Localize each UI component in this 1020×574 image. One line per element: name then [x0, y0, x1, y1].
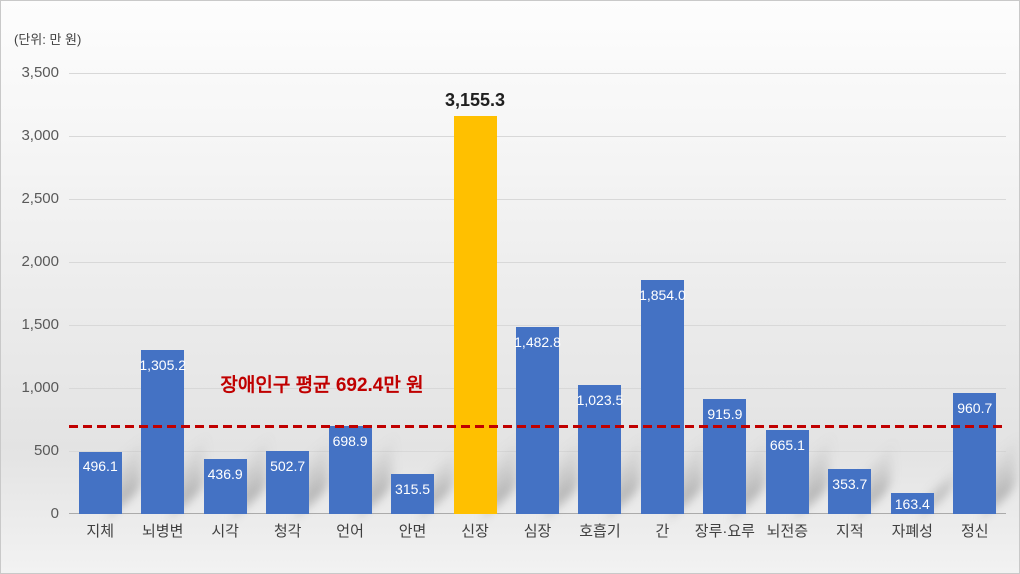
bar-value-label: 502.7: [270, 457, 306, 474]
bar-5: [391, 474, 435, 514]
x-axis-label: 청각: [273, 523, 302, 540]
y-axis-tick-label: 3,500: [21, 64, 59, 81]
bar-value-label: 353.7: [832, 476, 868, 493]
bar-value-label: 496.1: [82, 458, 118, 475]
x-axis-label: 자폐성: [891, 523, 933, 540]
gridline: [69, 324, 1006, 326]
bar-value-label: 315.5: [395, 481, 431, 498]
bar-14: [953, 392, 997, 514]
bar-value-label: 1,305.2: [139, 356, 187, 373]
y-axis-tick-label: 3,000: [21, 127, 59, 144]
x-axis-label: 신장: [461, 523, 489, 540]
average-line: [69, 425, 1006, 429]
x-axis-label: 장루·요루: [694, 523, 755, 540]
bar-value-label: 1,854.0: [639, 287, 686, 304]
x-axis-label: 뇌병변: [141, 523, 184, 540]
bar-value-label: 960.7: [957, 399, 993, 416]
bar-4: [328, 425, 372, 514]
y-axis-tick-label: 2,000: [21, 253, 59, 270]
bar-2: [203, 458, 247, 514]
x-axis-label: 뇌전증: [766, 523, 809, 540]
average-annotation: 장애인구 평균 692.4만 원: [220, 375, 424, 396]
y-axis-tick-label: 2,500: [21, 190, 59, 207]
y-axis-tick-label: 1,500: [21, 316, 59, 333]
x-axis-label: 간: [655, 523, 670, 540]
bar-value-label: 1,023.5: [576, 392, 624, 409]
gridline: [69, 198, 1006, 200]
x-axis-label: 심장: [523, 523, 552, 540]
y-axis-tick-label: 1,000: [21, 379, 59, 396]
x-axis-label: 정신: [960, 523, 989, 540]
bar-7: [516, 327, 559, 514]
bar-13: [890, 493, 934, 514]
unit-label: (단위: 만 원): [14, 32, 82, 47]
y-axis-tick-label: 0: [50, 505, 59, 522]
bar-value-label: 1,482.8: [514, 334, 561, 351]
x-axis-label: 호흡기: [579, 523, 621, 540]
bar-value-label: 698.9: [332, 432, 368, 449]
bar-1: [141, 349, 185, 514]
bar-10: [703, 398, 747, 514]
x-axis-label: 안면: [398, 523, 427, 540]
bar-value-label: 915.9: [707, 405, 743, 422]
bar-value-label: 163.4: [894, 495, 930, 512]
bar-8: [578, 385, 622, 514]
bar-11: [765, 430, 809, 514]
bar-12: [828, 469, 872, 514]
plot-area: 496.1 1,305.2 436.9 502.7 698.9 315.5 3,155.3 1…: [69, 72, 1015, 514]
bar-9: [640, 280, 684, 514]
x-axis-label: 언어: [336, 523, 364, 540]
gridline: [69, 135, 1006, 137]
bar-6: [453, 116, 497, 514]
y-axis-tick-label: 500: [33, 442, 59, 459]
bar-3: [266, 450, 310, 514]
gridline: [69, 72, 1006, 74]
x-axis-label: 지체: [86, 523, 115, 540]
x-axis-label: 지적: [836, 523, 864, 540]
bar-value-label: 436.9: [207, 465, 243, 482]
bar-0: [78, 451, 122, 514]
bar-value-label: 3,155.3: [445, 90, 506, 111]
bar-value-label: 665.1: [769, 437, 805, 454]
x-axis-label: 시각: [211, 523, 239, 540]
gridline: [69, 261, 1006, 263]
